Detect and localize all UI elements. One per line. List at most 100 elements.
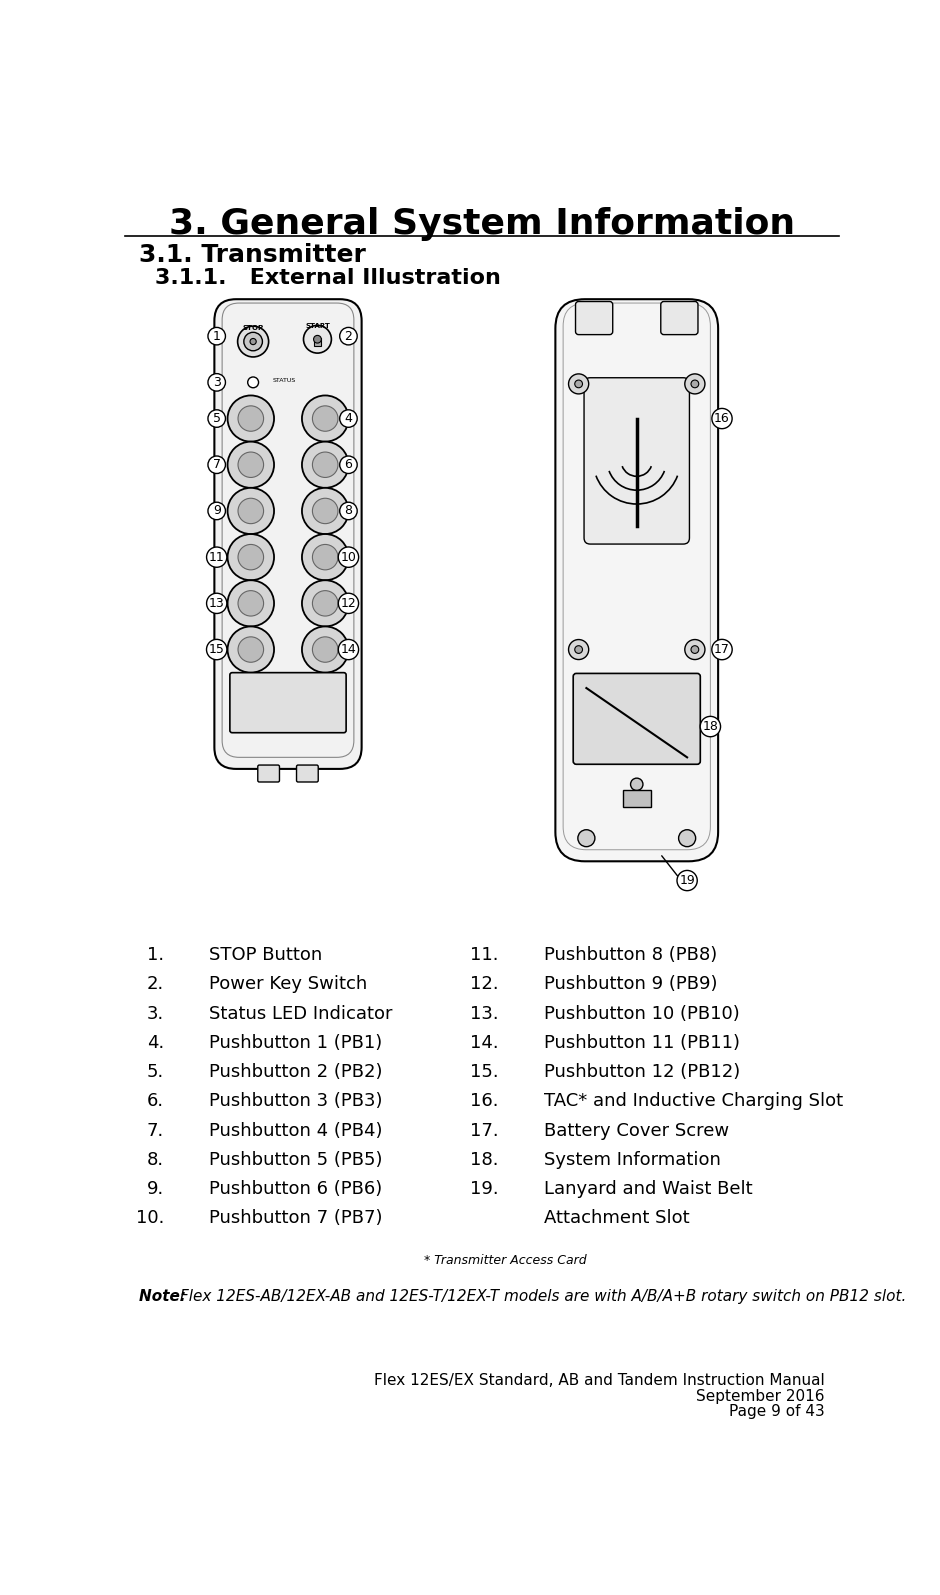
Circle shape <box>312 405 338 431</box>
Text: 7.: 7. <box>147 1121 164 1139</box>
Text: 13.: 13. <box>470 1005 499 1022</box>
Text: Flex 12ES/EX Standard, AB and Tandem Instruction Manual: Flex 12ES/EX Standard, AB and Tandem Ins… <box>373 1373 824 1388</box>
Text: 3.1.1.   External Illustration: 3.1.1. External Illustration <box>155 268 501 287</box>
Text: STOP Button: STOP Button <box>209 946 322 963</box>
Circle shape <box>312 590 338 616</box>
Circle shape <box>569 373 588 394</box>
Text: Pushbutton 1 (PB1): Pushbutton 1 (PB1) <box>209 1034 383 1051</box>
Circle shape <box>238 498 263 523</box>
Text: 12: 12 <box>340 597 356 609</box>
Circle shape <box>238 405 263 431</box>
Text: Pushbutton 8 (PB8): Pushbutton 8 (PB8) <box>543 946 717 963</box>
Circle shape <box>574 380 583 388</box>
Circle shape <box>685 640 705 660</box>
Circle shape <box>227 488 274 534</box>
Text: 18.: 18. <box>470 1152 499 1169</box>
FancyBboxPatch shape <box>214 300 362 769</box>
Text: TAC* and Inductive Charging Slot: TAC* and Inductive Charging Slot <box>543 1093 843 1110</box>
Text: 17.: 17. <box>470 1121 499 1139</box>
Circle shape <box>227 396 274 442</box>
Text: 3: 3 <box>212 376 221 389</box>
Text: 7: 7 <box>212 458 221 471</box>
Text: Pushbutton 11 (PB11): Pushbutton 11 (PB11) <box>543 1034 740 1051</box>
Text: September 2016: September 2016 <box>696 1389 824 1404</box>
Circle shape <box>238 325 269 357</box>
Circle shape <box>302 442 349 488</box>
Text: 18: 18 <box>702 719 718 734</box>
Text: Attachment Slot: Attachment Slot <box>543 1209 689 1227</box>
Circle shape <box>679 829 696 847</box>
Text: Lanyard and Waist Belt: Lanyard and Waist Belt <box>543 1180 752 1198</box>
Text: 3.: 3. <box>147 1005 164 1022</box>
Circle shape <box>312 636 338 662</box>
FancyBboxPatch shape <box>556 300 718 861</box>
Text: 10.: 10. <box>135 1209 164 1227</box>
Text: Pushbutton 9 (PB9): Pushbutton 9 (PB9) <box>543 975 717 994</box>
Circle shape <box>569 640 588 660</box>
Text: 11: 11 <box>209 550 225 563</box>
Text: 6.: 6. <box>147 1093 164 1110</box>
Circle shape <box>227 581 274 627</box>
Text: STATUS: STATUS <box>273 378 296 383</box>
Text: Pushbutton 7 (PB7): Pushbutton 7 (PB7) <box>209 1209 383 1227</box>
Circle shape <box>578 829 595 847</box>
Text: Battery Cover Screw: Battery Cover Screw <box>543 1121 728 1139</box>
Circle shape <box>312 498 338 523</box>
Text: 17: 17 <box>714 643 730 656</box>
Text: 10: 10 <box>340 550 356 563</box>
Text: 15.: 15. <box>470 1062 499 1081</box>
FancyBboxPatch shape <box>230 673 346 732</box>
Text: 1: 1 <box>212 330 221 343</box>
Circle shape <box>250 338 257 345</box>
Circle shape <box>631 778 643 791</box>
Text: 9.: 9. <box>147 1180 164 1198</box>
Text: Pushbutton 3 (PB3): Pushbutton 3 (PB3) <box>209 1093 383 1110</box>
Circle shape <box>302 488 349 534</box>
Text: System Information: System Information <box>543 1152 721 1169</box>
Text: Flex 12ES-AB/12EX-AB and 12ES-T/12EX-T models are with A/B/A+B rotary switch on : Flex 12ES-AB/12EX-AB and 12ES-T/12EX-T m… <box>180 1289 906 1303</box>
Circle shape <box>248 376 259 388</box>
Text: START: START <box>305 324 330 329</box>
Text: 12.: 12. <box>470 975 499 994</box>
FancyBboxPatch shape <box>296 766 319 782</box>
Text: 3.1. Transmitter: 3.1. Transmitter <box>139 242 366 266</box>
FancyBboxPatch shape <box>584 378 689 544</box>
Circle shape <box>238 636 263 662</box>
Text: 9: 9 <box>212 504 221 517</box>
Text: 2.: 2. <box>147 975 164 994</box>
Text: Pushbutton 12 (PB12): Pushbutton 12 (PB12) <box>543 1062 740 1081</box>
FancyBboxPatch shape <box>258 766 279 782</box>
Circle shape <box>238 544 263 569</box>
Text: Page 9 of 43: Page 9 of 43 <box>728 1404 824 1420</box>
Text: 5.: 5. <box>147 1062 164 1081</box>
Text: STOP: STOP <box>243 325 264 332</box>
Text: * Transmitter Access Card: * Transmitter Access Card <box>424 1254 587 1266</box>
FancyBboxPatch shape <box>575 301 613 335</box>
Text: 5: 5 <box>212 412 221 424</box>
Circle shape <box>302 581 349 627</box>
Text: Pushbutton 6 (PB6): Pushbutton 6 (PB6) <box>209 1180 383 1198</box>
Circle shape <box>691 380 698 388</box>
Circle shape <box>227 442 274 488</box>
Text: 2: 2 <box>345 330 352 343</box>
Circle shape <box>227 627 274 673</box>
Text: 13: 13 <box>209 597 225 609</box>
Circle shape <box>238 451 263 477</box>
Circle shape <box>691 646 698 654</box>
FancyBboxPatch shape <box>573 673 700 764</box>
Text: Pushbutton 10 (PB10): Pushbutton 10 (PB10) <box>543 1005 740 1022</box>
Text: Pushbutton 2 (PB2): Pushbutton 2 (PB2) <box>209 1062 383 1081</box>
Text: 4: 4 <box>345 412 352 424</box>
Circle shape <box>312 451 338 477</box>
Text: 14.: 14. <box>470 1034 499 1051</box>
Text: 19: 19 <box>680 874 695 887</box>
Text: 19.: 19. <box>470 1180 499 1198</box>
Text: 8: 8 <box>344 504 352 517</box>
Text: Pushbutton 4 (PB4): Pushbutton 4 (PB4) <box>209 1121 383 1139</box>
Text: 11.: 11. <box>470 946 499 963</box>
Circle shape <box>302 627 349 673</box>
Text: Pushbutton 5 (PB5): Pushbutton 5 (PB5) <box>209 1152 383 1169</box>
Circle shape <box>314 335 321 343</box>
Circle shape <box>302 396 349 442</box>
Text: 4.: 4. <box>147 1034 164 1051</box>
